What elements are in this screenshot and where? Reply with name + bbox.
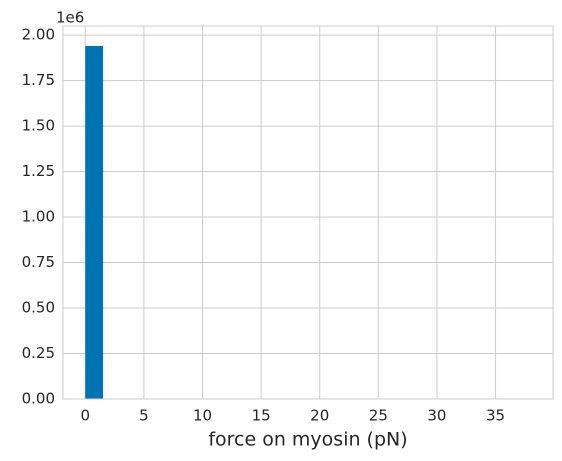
x-axis-label: force on myosin (pN) [208,429,407,451]
x-tick-label: 30 [427,407,446,425]
x-tick-label: 15 [252,407,271,425]
bar [85,46,104,399]
x-tick-label: 5 [139,407,149,425]
y-tick-label: 0.50 [22,299,55,317]
y-offset-label: 1e6 [56,9,84,27]
plot-frame [62,25,554,400]
x-tick-label: 35 [486,407,505,425]
x-tick-label: 10 [193,407,212,425]
x-tick-label: 0 [80,407,90,425]
x-tick-label: 20 [310,407,329,425]
y-tick-label: 0.00 [22,390,55,408]
x-tick-label: 25 [369,407,388,425]
y-tick-label: 1.75 [22,71,55,89]
y-tick-label: 0.25 [22,344,55,362]
y-tick-label: 1.50 [22,117,55,135]
y-tick-label: 1.25 [22,162,55,180]
y-tick-label: 1.00 [22,208,55,226]
y-tick-label: 0.75 [22,253,55,271]
y-tick-label: 2.00 [22,26,55,44]
